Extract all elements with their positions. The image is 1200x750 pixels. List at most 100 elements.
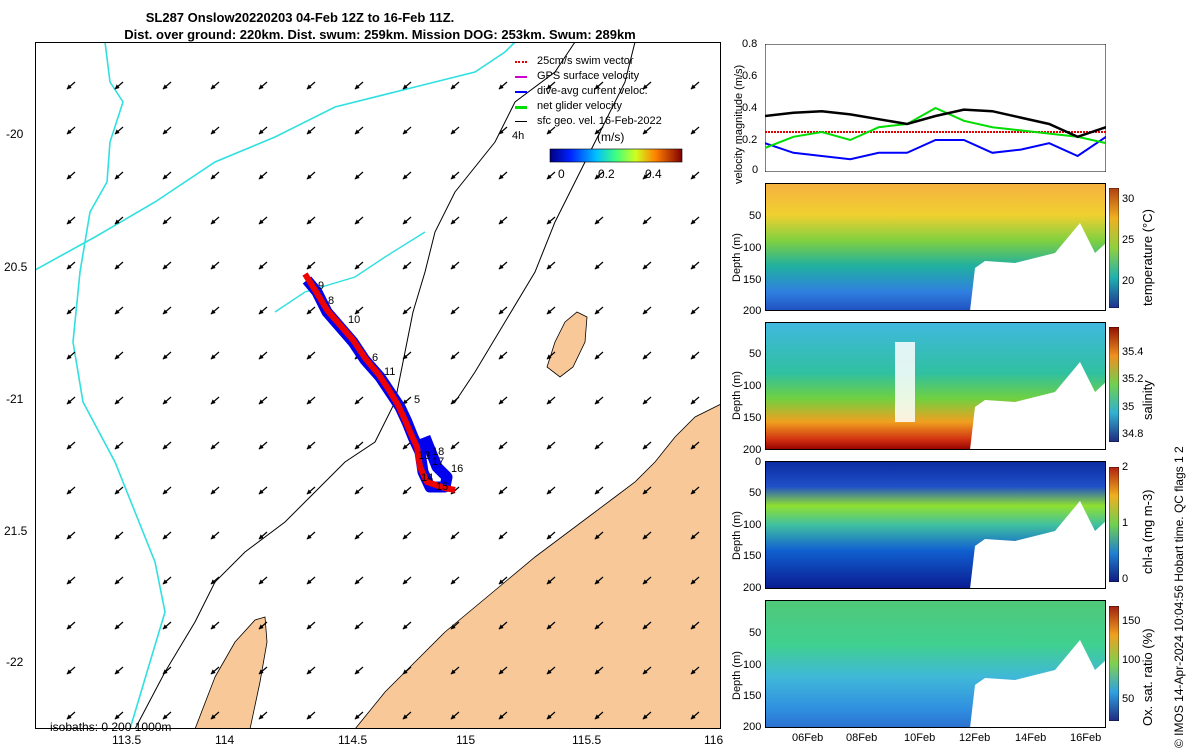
velocity-arrow (162, 396, 172, 405)
velocity-arrow (690, 261, 700, 270)
depth-ylabel: Depth (m) (731, 511, 743, 560)
velocity-arrow (210, 396, 220, 405)
day-label: 18 (432, 446, 445, 458)
velocity-arrow (690, 351, 700, 360)
salinity-cbar-label: salinity (1140, 380, 1155, 420)
velocity-arrow (114, 171, 124, 180)
velocity-arrow (642, 306, 652, 315)
velocity-arrow (114, 621, 124, 630)
velocity-arrow (210, 306, 220, 315)
velocity-arrow (258, 576, 268, 585)
velocity-arrow (642, 531, 652, 540)
depth-ylabel: Depth (m) (731, 233, 743, 282)
velocity-arrow (162, 441, 172, 450)
velocity-arrow (546, 711, 556, 720)
velocity-arrow (690, 126, 700, 135)
chla-colorbar (1109, 467, 1119, 582)
velocity-arrow (642, 486, 652, 495)
velocity-arrow (450, 486, 460, 495)
velocity-arrow (306, 441, 316, 450)
velocity-y-tick: 0.6 (742, 70, 758, 82)
velocity-arrow (162, 81, 172, 90)
depth-ylabel: Depth (m) (731, 371, 743, 420)
velocity-arrow (306, 81, 316, 90)
velocity-arrow (162, 216, 172, 225)
velocity-plot (765, 44, 1106, 172)
velocity-arrow (162, 666, 172, 675)
velocity-arrow (402, 216, 412, 225)
time-tick: 16Feb (1070, 732, 1102, 744)
velocity-arrow (210, 531, 220, 540)
depth-tick: 50 (749, 348, 762, 360)
velocity-arrow (594, 441, 604, 450)
velocity-arrow (690, 711, 700, 720)
velocity-arrow (402, 396, 412, 405)
velocity-arrow (162, 576, 172, 585)
velocity-arrow (258, 351, 268, 360)
depth-tick: 50 (749, 210, 762, 222)
velocity-arrow (306, 261, 316, 270)
velocity-arrow (210, 171, 220, 180)
velocity-arrow (114, 396, 124, 405)
velocity-arrow (690, 396, 700, 405)
velocity-arrow (306, 486, 316, 495)
velocity-arrow (306, 396, 316, 405)
velocity-arrow (258, 126, 268, 135)
velocity-arrow (450, 261, 460, 270)
velocity-arrow (546, 621, 556, 630)
velocity-arrow (546, 171, 556, 180)
velocity-arrow (690, 441, 700, 450)
velocity-arrow (498, 666, 508, 675)
velocity-arrow (450, 306, 460, 315)
glider-track-red (302, 272, 456, 493)
velocity-arrow (690, 666, 700, 675)
velocity-arrow (66, 621, 76, 630)
figure-title-line2: Dist. over ground: 220km. Dist. swum: 25… (124, 27, 636, 42)
velocity-arrow (546, 441, 556, 450)
velocity-arrow (498, 351, 508, 360)
oxygen-section (765, 600, 1106, 728)
chla-cbar-tick: 1 (1122, 517, 1129, 529)
velocity-arrow (210, 216, 220, 225)
coast-0m (72, 42, 166, 729)
velocity-y-tick: 0.2 (742, 134, 758, 146)
velocity-arrow (690, 486, 700, 495)
velocity-arrow (450, 441, 460, 450)
day-label: 6 (372, 352, 379, 364)
temperature-cbar-tick: 20 (1122, 275, 1135, 287)
velocity-arrow (498, 171, 508, 180)
temperature-colorbar (1109, 188, 1119, 308)
velocity-arrow (210, 576, 220, 585)
day-label: 15 (436, 481, 449, 493)
velocity-arrow (402, 126, 412, 135)
velocity-arrow (402, 621, 412, 630)
colorbar-unit: (m/s) (597, 130, 625, 144)
velocity-arrow (498, 396, 508, 405)
depth-tick: 150 (743, 274, 762, 286)
velocity-arrow (498, 531, 508, 540)
velocity-arrow (258, 216, 268, 225)
velocity-arrow (546, 531, 556, 540)
velocity-arrow (546, 81, 556, 90)
map-x-tick: 114 (215, 733, 235, 747)
velocity-arrow (114, 576, 124, 585)
colorbar-tick: 0 (558, 167, 565, 181)
depth-ylabel: Depth (m) (731, 651, 743, 700)
velocity-arrow (162, 351, 172, 360)
depth-tick: 50 (749, 627, 762, 639)
velocity-arrow (594, 621, 604, 630)
day-label: 10 (348, 314, 361, 326)
velocity-arrow (66, 306, 76, 315)
map-y-tick: -22 (6, 655, 24, 669)
velocity-arrow (690, 306, 700, 315)
velocity-arrow (450, 171, 460, 180)
velocity-arrow (402, 171, 412, 180)
velocity-arrow (258, 531, 268, 540)
velocity-arrow (114, 441, 124, 450)
velocity-arrow (498, 216, 508, 225)
velocity-arrow (210, 351, 220, 360)
velocity-arrow (354, 81, 364, 90)
velocity-arrow (354, 576, 364, 585)
velocity-arrow (354, 486, 364, 495)
velocity-arrow (642, 81, 652, 90)
